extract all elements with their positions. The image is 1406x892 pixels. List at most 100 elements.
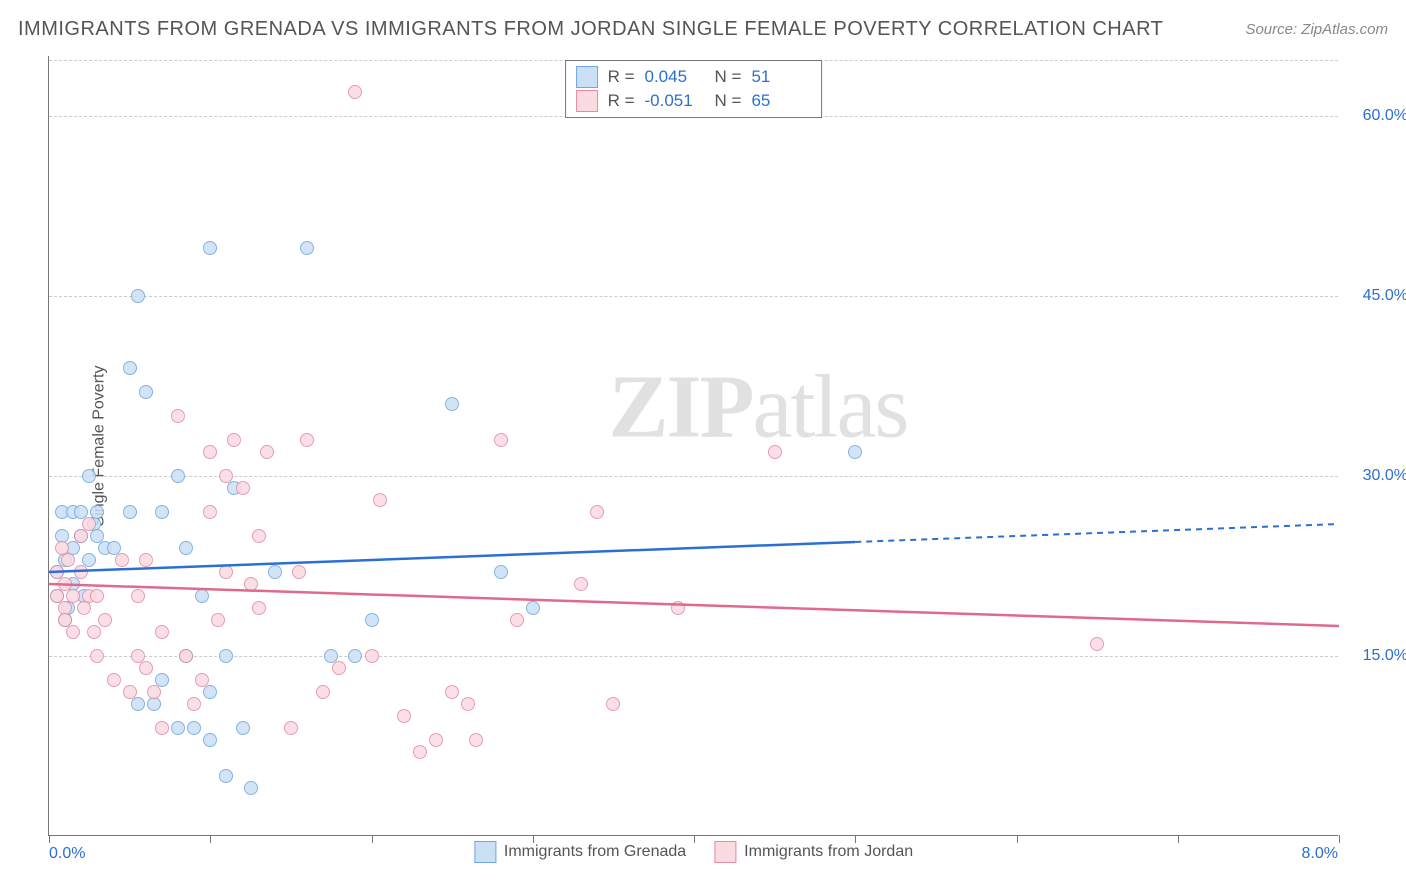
n-value-grenada: 51 [751,67,811,87]
data-point-jordan [413,745,427,759]
data-point-jordan [284,721,298,735]
data-point-jordan [510,613,524,627]
data-point-grenada [445,397,459,411]
data-point-grenada [300,241,314,255]
data-point-grenada [244,781,258,795]
data-point-jordan [574,577,588,591]
data-point-jordan [373,493,387,507]
data-point-grenada [494,565,508,579]
data-point-grenada [203,685,217,699]
data-point-grenada [147,697,161,711]
legend-series: Immigrants from Grenada Immigrants from … [474,841,913,863]
data-point-grenada [131,289,145,303]
data-point-grenada [187,721,201,735]
data-point-jordan [606,697,620,711]
data-point-jordan [292,565,306,579]
data-point-jordan [348,85,362,99]
r-label: R = [608,91,635,111]
data-point-grenada [123,361,137,375]
data-point-jordan [365,649,379,663]
x-tick-min: 0.0% [49,845,85,863]
data-point-jordan [219,469,233,483]
data-point-jordan [147,685,161,699]
data-point-jordan [171,409,185,423]
data-point-jordan [115,553,129,567]
gridline-h [49,476,1338,477]
r-value-grenada: 0.045 [645,67,705,87]
y-tick-label: 60.0% [1363,107,1406,125]
data-point-jordan [74,565,88,579]
data-point-jordan [179,649,193,663]
data-point-jordan [107,673,121,687]
data-point-jordan [123,685,137,699]
y-tick-label: 15.0% [1363,647,1406,665]
data-point-grenada [195,589,209,603]
data-point-jordan [155,721,169,735]
data-point-grenada [123,505,137,519]
legend-row-jordan: R = -0.051 N = 65 [576,89,812,113]
data-point-jordan [397,709,411,723]
data-point-jordan [61,553,75,567]
x-tick-mark [372,835,373,843]
chart-title: IMMIGRANTS FROM GRENADA VS IMMIGRANTS FR… [18,18,1163,41]
data-point-jordan [768,445,782,459]
data-point-jordan [469,733,483,747]
r-label: R = [608,67,635,87]
data-point-jordan [66,589,80,603]
n-value-jordan: 65 [751,91,811,111]
data-point-jordan [131,589,145,603]
trendline-grenada-solid [49,542,855,572]
data-point-jordan [316,685,330,699]
data-point-grenada [848,445,862,459]
data-point-jordan [139,661,153,675]
data-point-jordan [590,505,604,519]
data-point-jordan [139,553,153,567]
legend-row-grenada: R = 0.045 N = 51 [576,65,812,89]
data-point-jordan [87,625,101,639]
data-point-grenada [526,601,540,615]
data-point-grenada [268,565,282,579]
data-point-grenada [179,541,193,555]
chart-source: Source: ZipAtlas.com [1245,21,1388,38]
data-point-jordan [445,685,459,699]
data-point-jordan [90,589,104,603]
y-tick-label: 30.0% [1363,467,1406,485]
y-axis-label: Single Female Poverty [90,365,108,526]
data-point-jordan [252,601,266,615]
x-tick-max: 8.0% [1302,845,1338,863]
data-point-grenada [236,721,250,735]
data-point-grenada [219,769,233,783]
data-point-jordan [82,517,96,531]
gridline-h [49,296,1338,297]
data-point-jordan [300,433,314,447]
data-point-jordan [195,673,209,687]
plot-area: Single Female Poverty ZIPatlas 15.0%30.0… [48,56,1338,836]
legend-item-jordan: Immigrants from Jordan [714,841,913,863]
x-tick-mark [210,835,211,843]
x-tick-mark [1178,835,1179,843]
r-value-jordan: -0.051 [645,91,705,111]
data-point-jordan [252,529,266,543]
data-point-jordan [90,649,104,663]
data-point-jordan [260,445,274,459]
series-label-grenada: Immigrants from Grenada [504,843,686,861]
trend-lines [49,56,1339,836]
data-point-grenada [131,697,145,711]
data-point-jordan [187,697,201,711]
data-point-grenada [171,469,185,483]
data-point-jordan [332,661,346,675]
y-tick-label: 45.0% [1363,287,1406,305]
data-point-grenada [203,241,217,255]
data-point-jordan [219,565,233,579]
data-point-jordan [98,613,112,627]
data-point-jordan [203,445,217,459]
watermark: ZIPatlas [608,355,907,458]
legend-correlation-box: R = 0.045 N = 51 R = -0.051 N = 65 [565,60,823,118]
data-point-grenada [171,721,185,735]
data-point-jordan [77,601,91,615]
data-point-jordan [429,733,443,747]
data-point-grenada [203,733,217,747]
data-point-jordan [671,601,685,615]
data-point-jordan [74,529,88,543]
data-point-grenada [348,649,362,663]
